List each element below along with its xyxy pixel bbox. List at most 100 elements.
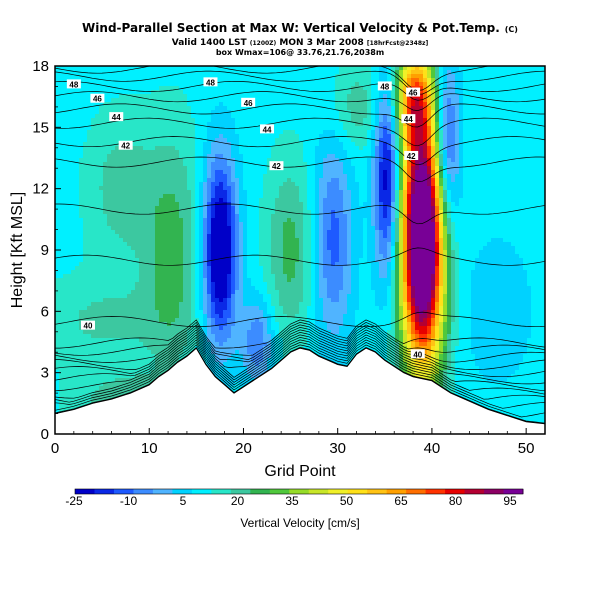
x-tick-label: 50 xyxy=(518,440,535,457)
theta-contour xyxy=(55,341,545,409)
x-tick-label: 40 xyxy=(424,440,441,457)
theta-contour xyxy=(55,339,545,403)
contour-label: 48 xyxy=(380,82,389,91)
colorbar-tick-label: 95 xyxy=(503,494,517,508)
colorbar-swatch xyxy=(308,489,329,494)
contour-label: 44 xyxy=(263,125,272,134)
y-axis: 0 3 6 9 12 15 18 xyxy=(32,58,61,443)
colorbar-swatch xyxy=(386,489,407,494)
theta-contour xyxy=(55,80,545,101)
colorbar-swatch xyxy=(211,489,232,494)
y-tick-label: 3 xyxy=(41,365,49,382)
contour-label: 40 xyxy=(413,350,422,359)
x-tick-label: 10 xyxy=(141,440,158,457)
contour-label: 42 xyxy=(272,162,281,171)
y-tick-label: 12 xyxy=(32,181,49,198)
contour-label: 40 xyxy=(84,322,93,331)
contour-label: 46 xyxy=(244,99,253,108)
colorbar-swatch xyxy=(250,489,271,494)
theta-contour xyxy=(55,319,545,349)
theta-contour xyxy=(55,70,545,95)
y-tick-label: 9 xyxy=(41,242,49,259)
theta-contour xyxy=(55,203,545,225)
theta-contour xyxy=(55,136,545,166)
chart-title: Wind-Parallel Section at Max W: Vertical… xyxy=(82,21,518,35)
contour-label: 44 xyxy=(112,113,121,122)
colorbar-tick-label: 50 xyxy=(340,494,354,508)
theta-contour xyxy=(55,344,545,418)
x-tick-label: 20 xyxy=(235,440,252,457)
colorbar-swatch xyxy=(113,489,134,494)
contour-label-bg xyxy=(109,112,124,122)
contour-label: 42 xyxy=(407,152,416,161)
contour-label: 46 xyxy=(409,89,418,98)
colorbar-tick-label: 80 xyxy=(449,494,463,508)
x-tick-label: 0 xyxy=(51,440,59,457)
theta-contour xyxy=(55,91,545,111)
y-tick-label: 18 xyxy=(32,58,49,75)
colorbar-frame xyxy=(74,488,524,495)
y-tick-label: 0 xyxy=(41,426,49,443)
theta-contour xyxy=(55,334,545,392)
contour-labels: 48 46 44 42 40 48 46 44 42 48 46 44 42 40 xyxy=(66,77,425,359)
colorbar-tick-label: -25 xyxy=(65,494,83,508)
contour-label-bg xyxy=(260,124,275,134)
theta-contour xyxy=(55,156,545,182)
colorbar-swatch xyxy=(133,489,154,494)
theta-contour xyxy=(55,329,545,378)
contour-label: 44 xyxy=(404,115,413,124)
contour-label-bg xyxy=(404,150,419,160)
contour-label-bg xyxy=(118,140,133,150)
colorbar-swatch xyxy=(152,489,173,494)
colorbar-swatch xyxy=(367,489,388,494)
theta-contour xyxy=(55,331,545,385)
contour-label: 42 xyxy=(121,142,130,151)
contour-label: 46 xyxy=(93,95,102,104)
contour-label-bg xyxy=(66,79,81,89)
colorbar-swatch xyxy=(406,489,427,494)
theta-contour xyxy=(55,103,545,128)
theta-contour xyxy=(55,326,545,370)
box-wmax-line: box Wmax=106@ 33.76,21.76,2038m xyxy=(216,48,384,57)
colorbar-swatch xyxy=(425,489,446,494)
colorbar-tick-label: 35 xyxy=(285,494,299,508)
colorbar-swatch xyxy=(269,489,290,494)
valid-time-line: Valid 1400 LST (1200Z) MON 3 Mar 2008 [1… xyxy=(172,38,429,48)
x-axis-label: Grid Point xyxy=(264,463,336,480)
potential-temperature-contours xyxy=(55,66,545,424)
colorbar-tick-label: 20 xyxy=(231,494,245,508)
colorbar-tick-label: -10 xyxy=(120,494,138,508)
terrain-mask xyxy=(55,347,545,434)
contour-label-bg xyxy=(203,77,218,87)
contour-label-bg xyxy=(406,87,421,97)
theta-contour xyxy=(55,117,545,147)
theta-contour xyxy=(55,66,491,91)
theta-contour xyxy=(55,336,545,399)
y-axis-label: Height [Kft MSL] xyxy=(9,192,26,309)
contour-label-bg xyxy=(410,349,425,359)
contour-label-bg xyxy=(377,81,392,91)
colorbar-swatch xyxy=(328,489,349,494)
x-tick-label: 30 xyxy=(329,440,346,457)
contour-label-bg xyxy=(241,97,256,107)
contour-label-bg xyxy=(269,161,284,171)
colorbar: -25 -10 5 20 35 50 65 80 95 xyxy=(65,488,524,508)
colorbar-swatch xyxy=(484,489,505,494)
theta-contour xyxy=(55,247,545,266)
colorbar-swatch xyxy=(445,489,466,494)
y-tick-label: 15 xyxy=(32,119,49,136)
colorbar-swatch xyxy=(503,489,524,494)
theta-contour xyxy=(55,321,545,356)
theta-contour xyxy=(55,324,545,363)
colorbar-label: Vertical Velocity [cm/s] xyxy=(240,516,359,530)
contour-label: 48 xyxy=(206,78,215,87)
colorbar-swatch xyxy=(230,489,251,494)
theta-contour xyxy=(55,311,545,328)
contour-label: 48 xyxy=(69,80,78,89)
contour-label-bg xyxy=(80,320,95,330)
colorbar-tick-label: 5 xyxy=(180,494,187,508)
colorbar-swatch xyxy=(191,489,212,494)
colorbar-swatch xyxy=(172,489,193,494)
colorbar-swatch xyxy=(75,489,95,494)
